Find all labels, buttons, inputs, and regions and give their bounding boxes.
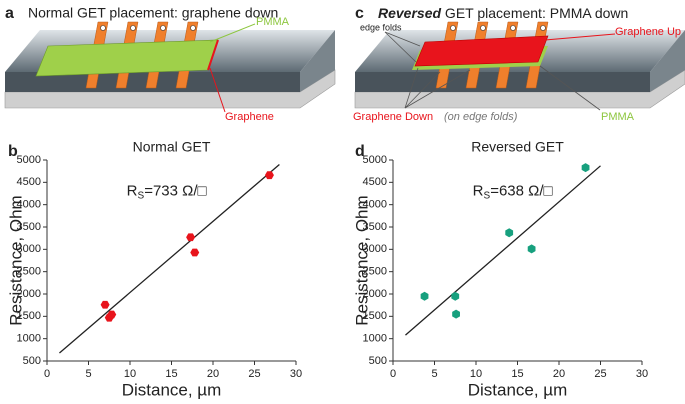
y-axis-title: Resistance, Ohm [352, 195, 371, 325]
y-tick-label: 3500 [17, 221, 41, 233]
x-tick-label: 30 [290, 368, 302, 380]
y-tick-label: 4000 [17, 199, 41, 211]
y-tick-label: 4500 [17, 176, 41, 188]
graphene-up-label: Graphene Up [615, 26, 681, 38]
y-axis-title: Resistance, Ohm [6, 195, 25, 325]
y-tick-label: 1000 [363, 333, 387, 345]
y-tick-label: 5000 [17, 154, 41, 166]
point [420, 291, 429, 301]
x-tick-label: 20 [553, 368, 565, 380]
y-tick-label: 2500 [363, 266, 387, 278]
panel-label: a [5, 5, 14, 22]
y-tick-label: 500 [369, 355, 387, 367]
y-tick-label: 1000 [17, 333, 41, 345]
graphene-down-label: Graphene Down [353, 111, 433, 123]
y-tick-label: 3500 [363, 221, 387, 233]
y-tick-label: 2500 [17, 266, 41, 278]
annotation: RS=638 Ω/□ [473, 182, 553, 201]
chart-title: Normal GET [133, 139, 211, 155]
panel-label: d [355, 143, 365, 160]
title-emphasis: Reversed [378, 5, 441, 21]
panel-title: Normal GET placement: graphene down [28, 5, 278, 21]
x-axis-title: Distance, µm [468, 380, 568, 399]
annotation-subscript: S [484, 190, 491, 201]
point [581, 163, 590, 173]
panel-label: c [355, 5, 364, 22]
graphene-label: Graphene [225, 111, 274, 123]
point [186, 233, 196, 242]
y-tick-label: 500 [23, 355, 41, 367]
pmma-label: PMMA [256, 16, 290, 28]
annotation-text: =733 Ω/□ [144, 182, 206, 199]
y-tick-label: 2000 [17, 288, 41, 300]
x-tick-label: 30 [636, 368, 648, 380]
y-tick-label: 4000 [363, 199, 387, 211]
x-tick-label: 25 [248, 368, 260, 380]
panel-title: Reversed GET placement: PMMA down [378, 5, 628, 21]
annotation-subscript: S [138, 190, 145, 201]
annotation: RS=733 Ω/□ [127, 182, 207, 201]
point [107, 310, 117, 319]
edge-folds-label: edge folds [360, 22, 402, 32]
y-tick-label: 1500 [17, 310, 41, 322]
y-tick-label: 1500 [363, 310, 387, 322]
x-tick-label: 15 [511, 368, 523, 380]
annotation-symbol: R [127, 182, 138, 199]
fit-line [59, 163, 280, 354]
illustration-c [354, 21, 685, 111]
x-tick-label: 0 [44, 368, 50, 380]
x-tick-label: 15 [165, 368, 177, 380]
point [264, 171, 274, 180]
y-tick-label: 5000 [363, 154, 387, 166]
y-tick-label: 3000 [17, 243, 41, 255]
x-tick-label: 5 [431, 368, 437, 380]
illustration-a [4, 21, 336, 113]
point [100, 300, 110, 309]
point [190, 248, 200, 257]
y-tick-label: 2000 [363, 288, 387, 300]
x-tick-label: 10 [124, 368, 136, 380]
x-tick-label: 25 [594, 368, 606, 380]
annotation-text: =638 Ω/□ [490, 182, 552, 199]
x-tick-label: 0 [390, 368, 396, 380]
annotation-symbol: R [473, 182, 484, 199]
x-tick-label: 20 [207, 368, 219, 380]
point [452, 309, 460, 319]
chart-title: Reversed GET [471, 139, 564, 155]
y-tick-label: 3000 [363, 243, 387, 255]
pmma-label: PMMA [601, 111, 635, 123]
y-tick-label: 4500 [363, 176, 387, 188]
x-axis-title: Distance, µm [122, 380, 222, 399]
x-tick-label: 10 [470, 368, 482, 380]
point [505, 228, 514, 238]
point [451, 291, 460, 301]
x-tick-label: 5 [85, 368, 91, 380]
point [527, 244, 536, 254]
edge-folds-note: (on edge folds) [444, 111, 518, 123]
panel-label: b [8, 143, 18, 160]
fit-line [405, 165, 601, 336]
title-rest: GET placement: PMMA down [441, 5, 628, 21]
